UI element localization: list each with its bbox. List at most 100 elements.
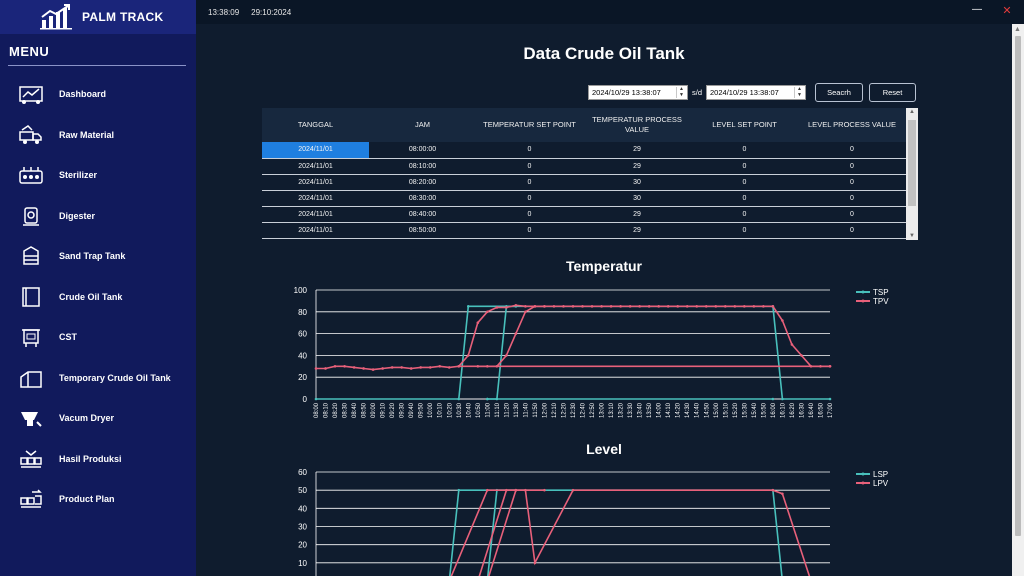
- table-row[interactable]: 2024/11/01 08:00:00 0 29 0 0: [262, 142, 906, 158]
- x-tick-label: 13:20: [619, 402, 625, 418]
- data-point-lpv: [543, 488, 546, 492]
- table-cell[interactable]: 2024/11/01: [298, 162, 333, 170]
- table-cell[interactable]: 2024/11/01: [298, 210, 333, 218]
- menu-item-crude-oil-tank[interactable]: Crude Oil Tank: [0, 277, 196, 318]
- menu-item-hasil-produksi[interactable]: Hasil Produksi: [0, 439, 196, 480]
- table-cell[interactable]: 0: [527, 178, 532, 186]
- table-row[interactable]: 2024/11/01 08:50:00 0 29 0 0: [262, 222, 906, 238]
- table-cell[interactable]: 0: [850, 226, 854, 234]
- table-cell[interactable]: 0: [527, 146, 532, 154]
- table-cell[interactable]: 0: [527, 162, 532, 170]
- close-button[interactable]: ✕: [1002, 5, 1012, 17]
- table-cell[interactable]: 0: [742, 226, 747, 234]
- column-header[interactable]: TEMPERATUR PROCESS VALUE: [592, 115, 682, 134]
- date-from-spinner[interactable]: ▲ ▼: [676, 86, 686, 98]
- data-point-tpv: [628, 305, 632, 308]
- data-point-tpv: [781, 319, 784, 322]
- table-cell[interactable]: 29: [633, 162, 641, 170]
- table-cell[interactable]: 08:00:00: [408, 146, 437, 154]
- menu-item-vacum-dryer[interactable]: Vacum Dryer: [0, 398, 196, 439]
- temporary-tank-icon: [17, 366, 45, 390]
- table-cell[interactable]: 2024/11/01: [298, 194, 333, 202]
- page-scrollbar[interactable]: ▲: [1012, 24, 1024, 576]
- table-cell[interactable]: 29: [633, 210, 641, 218]
- table-row[interactable]: 2024/11/01 08:20:00 0 30 0 0: [262, 174, 906, 190]
- table-cell[interactable]: 08:30:00: [408, 194, 437, 202]
- table-cell[interactable]: 2024/11/01: [298, 226, 333, 234]
- table-cell[interactable]: 0: [742, 178, 747, 186]
- column-header[interactable]: JAM: [415, 120, 430, 129]
- x-tick-label: 11:50: [533, 402, 539, 417]
- search-button[interactable]: Seacrh: [815, 83, 864, 102]
- legend-marker: [861, 481, 865, 485]
- table-cell[interactable]: 08:20:00: [408, 178, 437, 186]
- table-cell[interactable]: 0: [850, 146, 854, 154]
- table-row[interactable]: 2024/11/01 08:10:00 0 29 0 0: [262, 158, 906, 174]
- table-cell[interactable]: 08:10:00: [408, 162, 437, 170]
- data-point-tpv: [695, 305, 699, 308]
- menu-item-dashboard[interactable]: Dashboard: [0, 74, 196, 115]
- table-scroll-down-icon[interactable]: ▼: [909, 233, 915, 239]
- table-cell[interactable]: 30: [633, 178, 641, 186]
- table-cell[interactable]: 29: [633, 226, 641, 234]
- table-cell[interactable]: 0: [742, 194, 747, 202]
- table-cell[interactable]: 30: [633, 194, 641, 202]
- menu-item-label: Sand Trap Tank: [59, 251, 126, 262]
- menu-item-temporary-crude-oil-tank[interactable]: Temporary Crude Oil Tank: [0, 358, 196, 399]
- minimize-button[interactable]: —: [972, 4, 982, 15]
- x-tick-label: 12:00: [542, 402, 548, 418]
- table-cell[interactable]: 0: [742, 162, 747, 170]
- data-point-tpv: [828, 365, 832, 368]
- table-cell[interactable]: 0: [527, 226, 532, 234]
- table-cell[interactable]: 2024/11/01: [262, 142, 369, 158]
- table-scrollbar-thumb[interactable]: [908, 120, 916, 206]
- digester-icon: [17, 204, 45, 228]
- data-point-tpv: [381, 367, 384, 370]
- reset-button[interactable]: Reset: [869, 83, 917, 102]
- table-cell[interactable]: 0: [850, 210, 854, 218]
- data-point-tpv: [343, 365, 346, 368]
- column-header[interactable]: TEMPERATUR SET POINT: [483, 120, 576, 129]
- table-cell[interactable]: 0: [742, 210, 747, 218]
- date-from-input[interactable]: 2024/10/29 13:38:07 ▲ ▼: [588, 85, 688, 100]
- date-to-spinner[interactable]: ▲ ▼: [794, 86, 804, 98]
- menu-item-cst[interactable]: CST: [0, 317, 196, 358]
- scroll-up-arrow-icon[interactable]: ▲: [1014, 26, 1021, 33]
- table-row[interactable]: 2024/11/01 08:30:00 0 30 0 0: [262, 190, 906, 206]
- series-line-tsp: [487, 305, 516, 400]
- x-tick-label: 13:30: [628, 402, 634, 418]
- date-separator: s/d: [692, 88, 703, 97]
- table-cell[interactable]: 0: [850, 178, 854, 186]
- data-point-tpv: [743, 305, 746, 308]
- table-row[interactable]: 2024/11/01 08:40:00 0 29 0 0: [262, 206, 906, 222]
- table-cell[interactable]: 0: [742, 146, 747, 154]
- table-cell[interactable]: 0: [527, 210, 532, 218]
- menu-item-product-plan[interactable]: Product Plan: [0, 479, 196, 520]
- table-cell[interactable]: 29: [633, 146, 641, 154]
- column-header[interactable]: LEVEL PROCESS VALUE: [808, 120, 896, 129]
- data-point-lpv: [771, 488, 775, 492]
- x-tick-label: 10:00: [428, 402, 434, 418]
- table-cell[interactable]: 0: [850, 194, 854, 202]
- column-header[interactable]: LEVEL SET POINT: [712, 120, 777, 129]
- menu-item-label: Vacum Dryer: [59, 413, 115, 424]
- table-scrollbar[interactable]: ▲ ▼: [906, 108, 918, 240]
- date-to-input[interactable]: 2024/10/29 13:38:07 ▲ ▼: [706, 85, 807, 100]
- data-point-tpv: [428, 366, 432, 369]
- table-cell[interactable]: 0: [850, 162, 854, 170]
- table-cell[interactable]: 2024/11/01: [298, 178, 333, 186]
- menu-item-raw-material[interactable]: Raw Material: [0, 115, 196, 156]
- clock: 13:38:09: [208, 7, 240, 17]
- date-display: 29:10:2024: [251, 7, 292, 17]
- table-cell[interactable]: 08:50:00: [408, 226, 437, 234]
- menu-item-sterilizer[interactable]: Sterilizer: [0, 155, 196, 196]
- table-cell[interactable]: 0: [527, 194, 532, 202]
- table-cell[interactable]: 08:40:00: [408, 210, 437, 218]
- table-scroll-up-icon[interactable]: ▲: [909, 109, 915, 115]
- column-header[interactable]: TANGGAL: [297, 120, 334, 129]
- menu-item-sand-trap-tank[interactable]: Sand Trap Tank: [0, 236, 196, 277]
- menu-item-digester[interactable]: Digester: [0, 196, 196, 237]
- legend-marker: [861, 472, 865, 476]
- data-point-tpv: [657, 305, 660, 308]
- page-scrollbar-thumb[interactable]: [1015, 36, 1021, 536]
